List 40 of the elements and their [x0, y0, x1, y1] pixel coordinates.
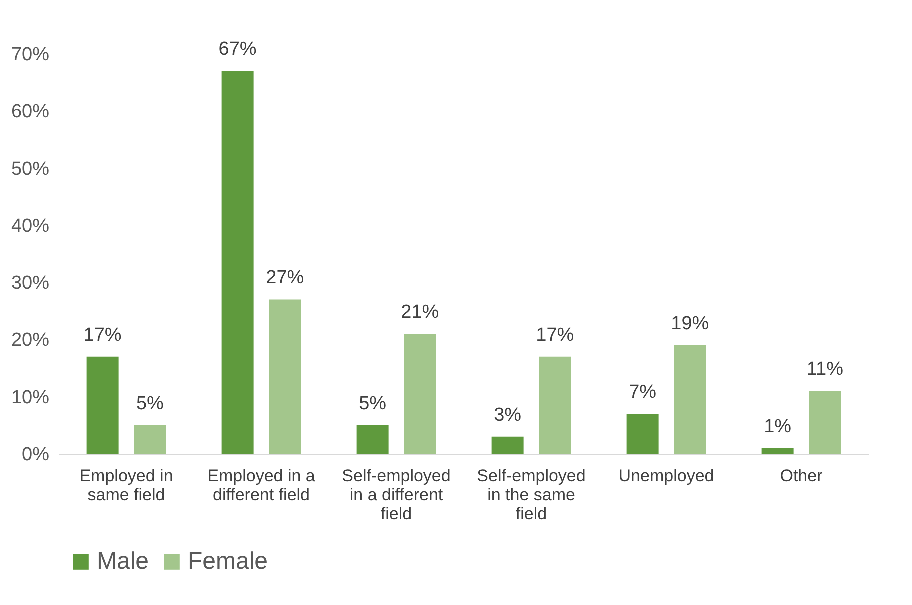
bar [539, 356, 572, 454]
y-tick-label: 30% [11, 273, 50, 294]
data-label: 21% [401, 302, 440, 323]
data-label: 17% [84, 324, 122, 346]
bar [269, 300, 302, 454]
bar [492, 436, 524, 454]
bar [222, 71, 254, 454]
data-label: 1% [764, 416, 792, 438]
bar [626, 414, 659, 454]
y-tick-label: 0% [22, 444, 50, 466]
data-label: 11% [806, 359, 844, 380]
data-label: 67% [218, 39, 257, 60]
x-tick-label: Employed in same field [80, 466, 174, 504]
y-tick-label: 70% [11, 44, 50, 66]
data-label: 7% [629, 382, 657, 403]
x-tick-label: Self-employed in a different field [342, 466, 451, 524]
data-label: 17% [536, 324, 574, 346]
y-tick-label: 10% [11, 387, 50, 408]
x-tick-label: Unemployed [618, 466, 714, 486]
bar [134, 425, 166, 454]
y-tick-label: 60% [11, 102, 50, 123]
data-label: 5% [136, 393, 164, 414]
x-tick-label: Other [780, 466, 824, 486]
legend-label: Female [188, 548, 268, 575]
y-tick-label: 20% [11, 330, 50, 352]
x-tick-label: Employed in a different field [208, 466, 316, 504]
bar [762, 448, 794, 454]
bar [356, 425, 389, 454]
data-label: 3% [494, 404, 522, 426]
data-label: 27% [266, 268, 304, 289]
y-tick-label: 40% [11, 216, 50, 237]
y-tick-label: 50% [11, 158, 50, 180]
bar [809, 391, 842, 454]
bar [674, 345, 706, 454]
bar [404, 334, 436, 454]
data-label: 5% [359, 393, 387, 414]
legend-label: Male [97, 548, 150, 575]
bar [86, 356, 119, 454]
x-tick-label: Self-employed in the same field [477, 466, 586, 524]
data-label: 19% [671, 313, 710, 334]
